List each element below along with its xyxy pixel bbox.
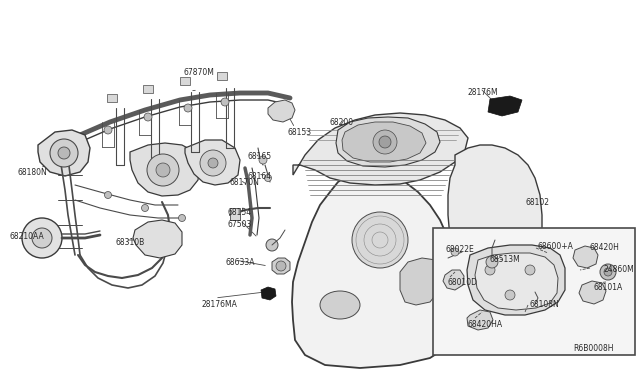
Circle shape <box>600 264 616 280</box>
Polygon shape <box>488 96 522 116</box>
Polygon shape <box>573 246 598 268</box>
Circle shape <box>259 156 267 164</box>
Polygon shape <box>272 258 290 274</box>
Polygon shape <box>292 172 465 368</box>
Text: 68108N: 68108N <box>529 300 559 309</box>
Polygon shape <box>336 117 440 167</box>
Text: 68210AA: 68210AA <box>10 232 45 241</box>
Polygon shape <box>443 270 464 290</box>
Polygon shape <box>38 130 90 176</box>
Bar <box>433 228 635 355</box>
Text: 68153: 68153 <box>288 128 312 137</box>
Polygon shape <box>217 72 227 80</box>
Text: 67870M: 67870M <box>183 68 214 77</box>
Polygon shape <box>293 113 468 185</box>
Text: 68170N: 68170N <box>230 178 260 187</box>
Polygon shape <box>342 122 426 162</box>
Text: 68600+A: 68600+A <box>537 242 573 251</box>
Text: 68164: 68164 <box>248 172 272 181</box>
Polygon shape <box>107 94 117 102</box>
Circle shape <box>22 218 62 258</box>
Text: 68154: 68154 <box>228 208 252 217</box>
Text: 68310B: 68310B <box>115 238 144 247</box>
Text: 28176MA: 28176MA <box>202 300 238 309</box>
Text: 68513M: 68513M <box>490 255 521 264</box>
Circle shape <box>208 158 218 168</box>
Text: 68180N: 68180N <box>18 168 48 177</box>
Circle shape <box>104 126 112 134</box>
Text: R6B0008H: R6B0008H <box>573 344 614 353</box>
Text: 28176M: 28176M <box>468 88 499 97</box>
Circle shape <box>147 154 179 186</box>
Circle shape <box>58 147 70 159</box>
Circle shape <box>505 290 515 300</box>
Ellipse shape <box>320 291 360 319</box>
Circle shape <box>104 192 111 199</box>
Circle shape <box>264 174 271 182</box>
Circle shape <box>50 139 78 167</box>
Polygon shape <box>400 258 440 305</box>
Text: 68010D: 68010D <box>447 278 477 287</box>
Text: 67503: 67503 <box>228 220 252 229</box>
Polygon shape <box>133 220 182 258</box>
Circle shape <box>179 215 186 221</box>
Circle shape <box>144 113 152 121</box>
Circle shape <box>485 265 495 275</box>
Polygon shape <box>130 143 200 196</box>
Circle shape <box>266 239 278 251</box>
Text: 68200: 68200 <box>330 118 354 127</box>
Text: 68102: 68102 <box>525 198 549 207</box>
Text: 68165: 68165 <box>248 152 272 161</box>
Circle shape <box>451 248 459 256</box>
Circle shape <box>373 130 397 154</box>
Circle shape <box>32 228 52 248</box>
Polygon shape <box>456 265 485 296</box>
Text: 24860M: 24860M <box>603 265 634 274</box>
Polygon shape <box>261 287 276 300</box>
Text: 68101A: 68101A <box>593 283 622 292</box>
Circle shape <box>352 212 408 268</box>
Circle shape <box>156 163 170 177</box>
Polygon shape <box>448 145 542 304</box>
Polygon shape <box>475 253 558 310</box>
Circle shape <box>276 261 286 271</box>
Polygon shape <box>180 77 190 85</box>
Polygon shape <box>579 281 606 304</box>
Text: 68633A: 68633A <box>225 258 255 267</box>
Text: 68420H: 68420H <box>590 243 620 252</box>
Polygon shape <box>230 208 240 220</box>
Circle shape <box>200 150 226 176</box>
Polygon shape <box>467 310 493 330</box>
Text: 68420HA: 68420HA <box>467 320 502 329</box>
Polygon shape <box>268 100 295 122</box>
Polygon shape <box>467 245 565 315</box>
Circle shape <box>184 104 192 112</box>
Polygon shape <box>185 140 240 185</box>
Text: 68022E: 68022E <box>446 245 475 254</box>
Circle shape <box>379 136 391 148</box>
Circle shape <box>486 256 498 268</box>
Circle shape <box>525 265 535 275</box>
Polygon shape <box>143 85 153 93</box>
Circle shape <box>141 205 148 212</box>
Circle shape <box>221 98 229 106</box>
Circle shape <box>604 268 612 276</box>
